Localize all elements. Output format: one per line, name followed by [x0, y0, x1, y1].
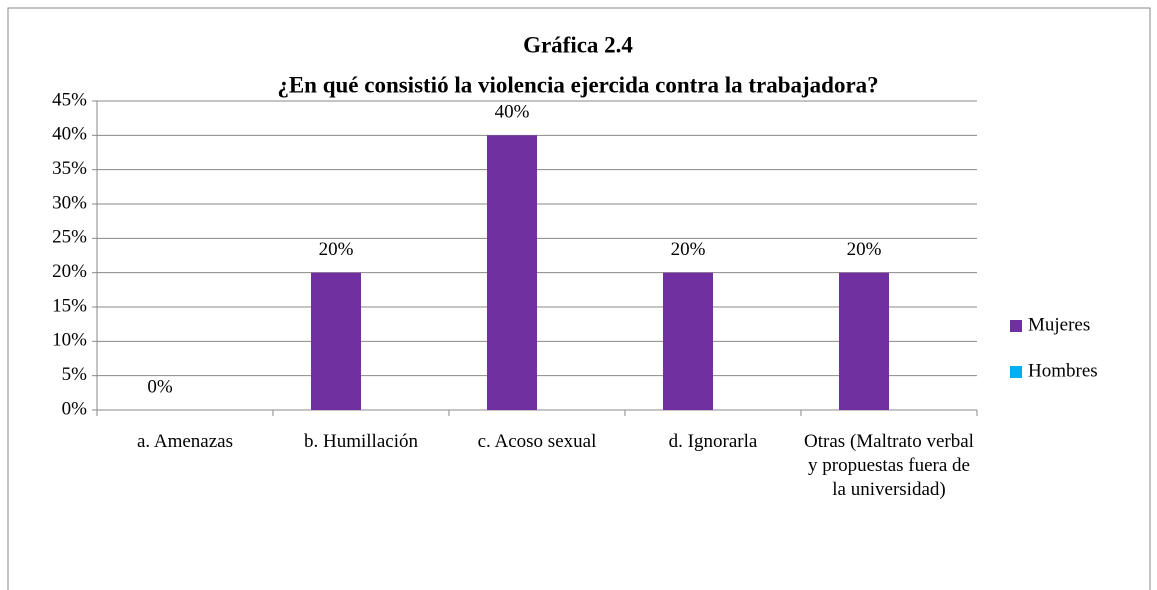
y-tick-label: 0%: [62, 398, 88, 419]
x-tick-label: a. Amenazas: [136, 431, 233, 452]
data-label: 40%: [495, 102, 530, 123]
legend-swatch: [1010, 320, 1022, 332]
chart-frame: [7, 7, 1151, 590]
x-tick-label: b. Humillación: [304, 431, 418, 452]
y-tick-label: 15%: [52, 295, 87, 316]
bar: [663, 272, 713, 410]
data-label: 20%: [319, 239, 354, 260]
y-tick-label: 25%: [52, 227, 87, 248]
y-tick-label: 30%: [52, 192, 87, 213]
y-tick-label: 45%: [52, 89, 87, 110]
data-label: 20%: [671, 239, 706, 260]
y-tick-label: 40%: [52, 124, 87, 145]
bar: [311, 272, 361, 410]
legend-swatch: [1010, 366, 1022, 378]
legend-label: Mujeres: [1028, 314, 1090, 335]
chart-subtitle: ¿En qué consistió la violencia ejercida …: [277, 72, 878, 97]
data-label: 20%: [847, 239, 882, 260]
bar: [487, 135, 537, 411]
x-tick-label: c. Acoso sexual: [477, 431, 597, 452]
y-tick-label: 5%: [62, 364, 88, 385]
legend-label: Hombres: [1028, 360, 1098, 381]
y-tick-label: 20%: [52, 261, 87, 282]
y-tick-label: 35%: [52, 158, 87, 179]
x-tick-label: Otras (Maltrato verbal y propuestas fuer…: [804, 431, 974, 500]
x-tick-label: d. Ignorarla: [668, 431, 758, 452]
y-tick-label: 10%: [52, 330, 87, 351]
chart-title: Gráfica 2.4: [523, 32, 633, 57]
bar: [839, 272, 889, 410]
data-label: 0%: [147, 376, 173, 397]
